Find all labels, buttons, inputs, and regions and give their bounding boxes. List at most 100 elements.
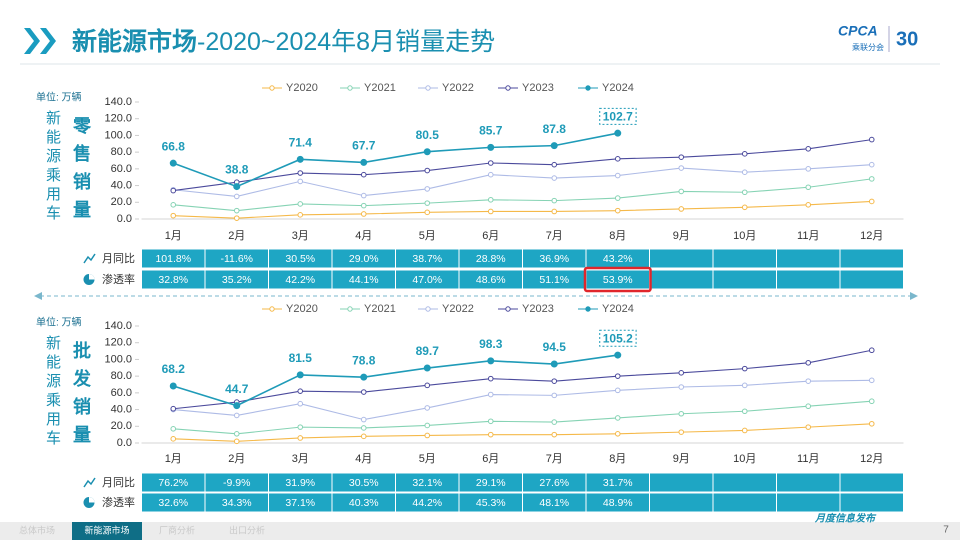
cell (649, 269, 714, 290)
legend-marker (269, 85, 275, 91)
point (614, 387, 621, 394)
point (297, 170, 304, 176)
x-tick-label: 10月 (733, 453, 756, 465)
x-tick-label: 6月 (482, 230, 499, 242)
cell-text: 27.6% (539, 477, 569, 489)
point (805, 201, 812, 208)
series-line (173, 164, 872, 197)
logo-sub: 乘联分会 (852, 42, 884, 52)
cell (839, 248, 904, 269)
value-label-box (599, 329, 637, 347)
series-line (173, 200, 872, 219)
point (551, 378, 558, 384)
header-icon (24, 28, 56, 54)
cell-text: 47.0% (412, 274, 442, 286)
point (170, 187, 177, 194)
point (296, 371, 304, 379)
point (360, 171, 367, 178)
point (233, 402, 241, 410)
row-label: 月同比 (102, 476, 135, 489)
legend-label: Y2022 (442, 303, 474, 315)
point (741, 382, 748, 389)
divider (34, 292, 918, 300)
point (487, 375, 494, 382)
point (741, 204, 748, 211)
point (297, 201, 304, 207)
point (424, 432, 431, 439)
series-line (173, 423, 872, 442)
cell-text: 31.9% (285, 477, 315, 489)
legend-label: Y2021 (364, 82, 396, 94)
point (868, 377, 875, 384)
legend-label: Y2023 (522, 303, 554, 315)
cell-text: 35.2% (222, 274, 252, 286)
series-line (173, 139, 872, 192)
point (805, 403, 812, 410)
point (805, 359, 812, 366)
value-label: 81.5 (289, 351, 313, 365)
value-label: 102.7 (603, 109, 633, 123)
x-tick-label: 8月 (609, 453, 626, 465)
legend-marker (505, 306, 511, 312)
point (741, 365, 748, 372)
cell (712, 492, 777, 513)
x-tick-label: 3月 (292, 453, 309, 465)
value-label-box (599, 107, 637, 125)
point (614, 373, 621, 379)
x-tick-label: 9月 (673, 453, 690, 465)
x-tick-label: 4月 (355, 453, 372, 465)
point (805, 378, 812, 384)
cell-text: -9.9% (223, 477, 250, 489)
point (551, 175, 558, 181)
cell-text: 44.1% (349, 274, 379, 286)
point (678, 206, 685, 212)
value-label: 44.7 (225, 382, 249, 396)
point (741, 151, 748, 157)
point (297, 212, 304, 218)
point (233, 412, 240, 419)
point (868, 198, 875, 205)
point (424, 405, 431, 411)
row-label: 渗透率 (102, 272, 135, 286)
point (614, 195, 621, 201)
legend-marker (347, 85, 353, 91)
point (424, 167, 431, 174)
x-tick-label: 11月 (797, 230, 819, 242)
legend-marker (585, 306, 591, 312)
point (678, 370, 685, 376)
legend-marker (425, 85, 431, 91)
y-tick-label: 60.0 (111, 163, 132, 175)
legend-marker (347, 306, 353, 312)
point (360, 416, 367, 423)
point (233, 193, 240, 200)
point (424, 200, 431, 206)
point (296, 155, 304, 163)
cell (776, 248, 841, 269)
point (360, 192, 367, 199)
y-tick-label: 80.0 (111, 146, 132, 158)
point (424, 186, 431, 192)
point (678, 165, 685, 171)
cell-text: 32.1% (412, 477, 442, 489)
side-label: 新能源乘用车 (44, 110, 61, 224)
x-tick-label: 2月 (228, 230, 245, 242)
value-label: 85.7 (479, 124, 503, 138)
cell-text: 29.1% (476, 477, 506, 489)
y-tick-label: 0.0 (117, 213, 132, 225)
point (487, 431, 494, 438)
x-tick-label: 6月 (482, 453, 499, 465)
footer-tab: 厂商分析 (159, 524, 195, 535)
cell-text: 34.3% (222, 497, 252, 509)
cell-text: 48.1% (539, 497, 569, 509)
x-tick-label: 3月 (292, 230, 309, 242)
point (170, 201, 177, 208)
point (297, 435, 304, 441)
point (360, 425, 367, 431)
cell-text: 36.9% (539, 253, 569, 265)
cell-text: -11.6% (221, 253, 254, 265)
cell-text: 29.0% (349, 253, 379, 265)
value-label: 78.8 (352, 353, 376, 367)
tab-active (72, 522, 142, 540)
title-rest: -2020~2024年8月销量走势 (197, 28, 495, 56)
